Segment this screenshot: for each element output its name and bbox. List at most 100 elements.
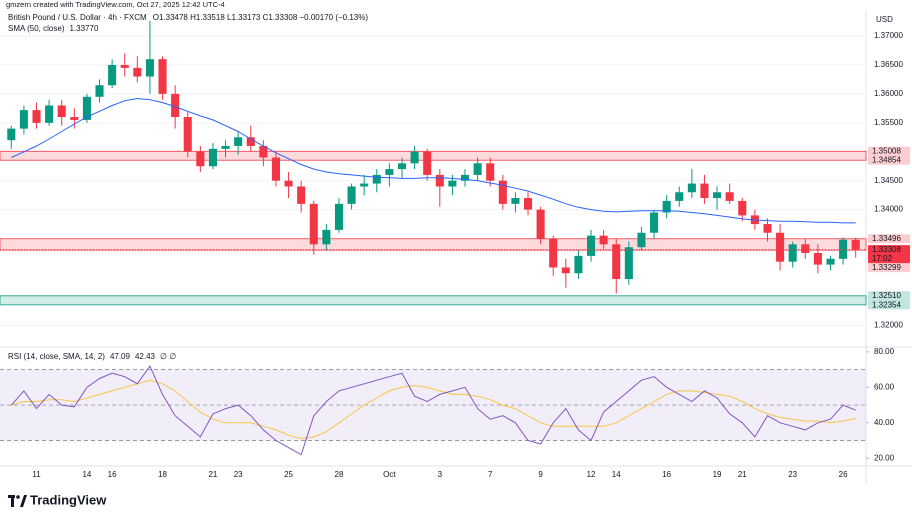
candle-body: [322, 229, 331, 245]
candle-body: [259, 145, 268, 158]
y-tick-label: 1.37000: [874, 31, 903, 40]
candle-body: [738, 200, 747, 216]
logo-shape: [16, 495, 20, 499]
y-tick-label: 1.34500: [874, 176, 903, 185]
logo-shape: [11, 495, 14, 507]
candle-body: [523, 198, 533, 210]
rsi-line: [10, 365, 856, 456]
price-label-bg: [868, 146, 910, 156]
x-tick-label: 14: [612, 470, 621, 479]
y-tick-label: 60.00: [874, 382, 895, 391]
candle-body: [700, 183, 709, 199]
price-label: 1.32354: [872, 300, 901, 309]
candle-body: [120, 64, 129, 68]
candle-body: [549, 238, 558, 268]
candle-body: [448, 180, 457, 187]
candle-body: [511, 198, 520, 204]
candle-body: [587, 235, 596, 256]
candle-body: [561, 267, 570, 274]
candle-body: [221, 145, 230, 149]
candle-body: [372, 174, 381, 184]
x-tick-label: 18: [158, 470, 167, 479]
candle-body: [763, 224, 772, 233]
rsi-extra: ∅ ∅: [160, 352, 176, 361]
sma-legend: SMA (50, close): [8, 24, 65, 33]
price-label-bg: [868, 245, 910, 264]
candle-body: [32, 110, 41, 123]
candle-body: [183, 117, 192, 152]
zone: [0, 150, 867, 161]
candle-body: [687, 183, 696, 193]
candle-body: [108, 64, 117, 86]
candle-body: [599, 235, 608, 245]
y-tick-label: 1.36500: [874, 60, 903, 69]
candle-body: [284, 180, 293, 187]
candle-body: [776, 232, 785, 262]
x-tick-label: 21: [738, 470, 747, 479]
countdown: 17:02: [872, 254, 893, 263]
candle-body: [813, 253, 822, 265]
candle-body: [19, 110, 28, 129]
y-tick-label: 40.00: [874, 418, 895, 427]
x-tick-label: 28: [335, 470, 344, 479]
y-tick-label: 1.36000: [874, 89, 903, 98]
candle-body: [486, 163, 495, 181]
x-tick-label: 11: [32, 470, 41, 479]
x-tick-label: 19: [713, 470, 722, 479]
price-label: 1.33496: [872, 234, 901, 243]
candle-body: [435, 174, 444, 187]
x-tick-label: 14: [82, 470, 91, 479]
candle-body: [624, 247, 633, 280]
x-tick-label: 3: [438, 470, 443, 479]
x-tick-label: 21: [208, 470, 217, 479]
y-tick-label: 20.00: [874, 453, 895, 462]
candle-body: [82, 96, 91, 120]
candle-body: [196, 151, 205, 167]
candle-body: [360, 183, 369, 187]
candle-body: [612, 244, 621, 280]
rsi-value: 47.09: [110, 352, 131, 361]
candle-body: [498, 180, 507, 204]
x-tick-label: Oct: [383, 470, 396, 479]
logo-shape: [20, 495, 27, 507]
x-tick-label: 23: [788, 470, 797, 479]
price-label: 1.33308: [872, 245, 901, 254]
price-label-bg: [868, 263, 910, 273]
candle-body: [158, 59, 167, 94]
candle-body: [826, 258, 835, 265]
price-label: 1.35008: [872, 147, 901, 156]
x-tick-label: 9: [538, 470, 543, 479]
zone: [0, 295, 867, 306]
candle-body: [662, 200, 671, 213]
y-tick-label: 1.32000: [874, 320, 903, 329]
candle-body: [675, 192, 684, 201]
candle-body: [637, 232, 646, 248]
price-label: 1.32510: [872, 291, 901, 300]
candle-body: [271, 157, 280, 181]
price-label-bg: [868, 291, 910, 301]
x-tick-label: 23: [234, 470, 243, 479]
y-tick-label: 1.35500: [874, 118, 903, 127]
rsi-sma-value: 42.43: [135, 352, 156, 361]
rsi-sma-line: [11, 379, 856, 440]
brand: TradingView: [30, 492, 107, 507]
candle-body: [713, 192, 722, 199]
sma-line: [11, 97, 856, 224]
candle-body: [70, 117, 79, 120]
candle-body: [208, 148, 217, 167]
candle-body: [574, 255, 583, 274]
candle-body: [334, 203, 344, 230]
candle-body: [473, 163, 482, 175]
price-label-bg: [868, 234, 910, 244]
candle-body: [145, 59, 154, 77]
candle-body: [788, 244, 797, 262]
candle-body: [385, 169, 394, 175]
currency: USD: [876, 15, 893, 24]
candle-body: [309, 203, 318, 245]
candle-body: [95, 85, 104, 97]
candle-body: [246, 137, 255, 146]
ohlc-legend: O1.33478 H1.33518 L1.33173 C1.33308 −0.0…: [153, 13, 369, 22]
candle-body: [133, 67, 142, 77]
x-tick-label: 25: [284, 470, 293, 479]
